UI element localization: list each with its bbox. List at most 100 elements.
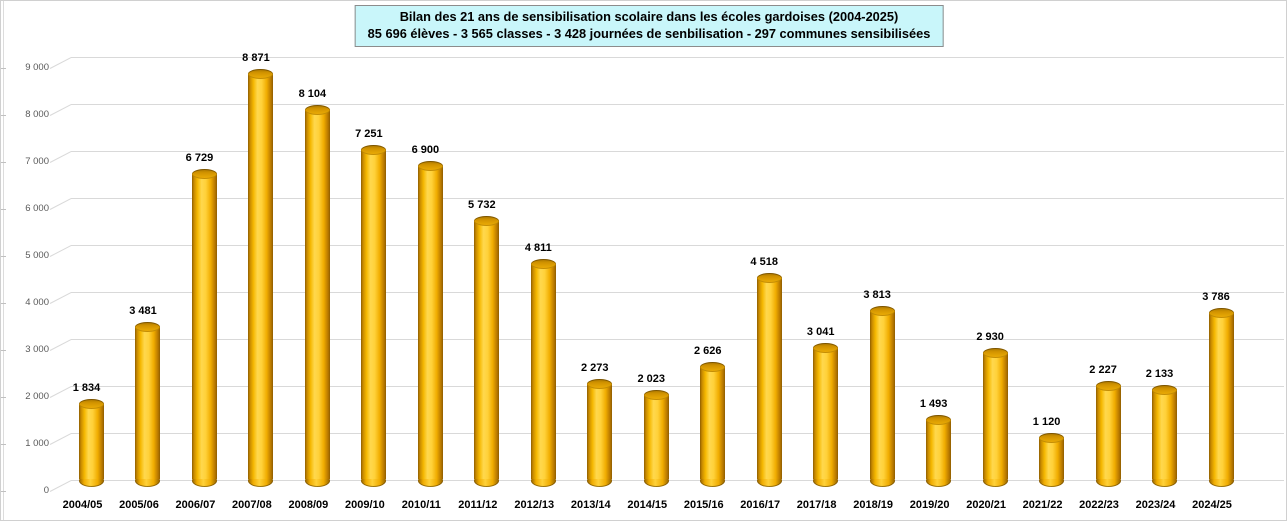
y-axis-tick-label: 2 000: [25, 390, 49, 402]
y-axis-tick-label: 0: [43, 484, 49, 496]
x-axis-category-label: 2004/05: [62, 499, 103, 511]
bar-top-ellipse: [982, 347, 1008, 358]
bar: [1095, 385, 1121, 480]
gridline: [71, 385, 1284, 387]
gridline-diagonal: [49, 338, 72, 351]
bar-top-ellipse: [1152, 385, 1178, 396]
x-axis-category-label: 2015/16: [683, 499, 724, 511]
bar: [135, 326, 161, 480]
bar-value-label: 8 104: [298, 87, 327, 100]
bar-top-ellipse: [700, 362, 726, 373]
bar-top-ellipse: [813, 342, 839, 353]
bar: [869, 311, 895, 480]
bar: [587, 383, 613, 480]
gridline: [71, 291, 1284, 293]
y-axis-tick: [1, 208, 6, 210]
bar: [417, 166, 443, 480]
bar-value-label: 2 273: [581, 361, 609, 374]
y-axis-tick: [1, 490, 6, 492]
y-axis-tick: [1, 255, 6, 257]
bar-top-ellipse: [474, 216, 500, 227]
bar-top-ellipse: [756, 273, 782, 284]
y-axis-tick-label: 7 000: [25, 155, 49, 167]
x-axis-category-label: 2009/10: [344, 499, 385, 511]
y-axis-tick: [1, 67, 6, 69]
bar: [1152, 390, 1178, 480]
bar: [474, 221, 500, 480]
y-axis-tick-label: 1 000: [25, 437, 49, 449]
x-axis-category-label: 2016/17: [740, 499, 781, 511]
bar-value-label: 6 729: [185, 152, 214, 165]
chart-title-line2: 85 696 élèves - 3 565 classes - 3 428 jo…: [367, 25, 931, 41]
bar: [530, 264, 556, 480]
x-axis-category-label: 2012/13: [514, 499, 555, 511]
bar-top-ellipse: [135, 321, 161, 332]
gridline-diagonal: [49, 103, 72, 116]
bar-value-label: 3 041: [806, 325, 835, 338]
bar-top-ellipse: [248, 68, 274, 79]
x-axis-category-label: 2006/07: [175, 499, 216, 511]
bar: [1039, 437, 1065, 480]
bar: [813, 347, 839, 480]
bar-value-label: 3 813: [863, 289, 891, 302]
bar-value-label: 7 251: [355, 127, 383, 140]
gridline: [71, 56, 1284, 58]
gridline-diagonal: [49, 479, 72, 492]
bar-top-ellipse: [1039, 432, 1065, 443]
bar-top-ellipse: [587, 378, 613, 389]
bar: [191, 174, 217, 480]
bar: [700, 367, 726, 480]
bar-top-ellipse: [191, 169, 217, 180]
bar-value-label: 2 133: [1145, 368, 1174, 381]
x-axis-category-label: 2008/09: [288, 499, 329, 511]
y-axis-tick: [1, 161, 6, 163]
bar-top-ellipse: [361, 144, 387, 155]
bar: [304, 109, 330, 480]
bar-value-label: 2 227: [1089, 363, 1117, 376]
bar-top-ellipse: [1095, 380, 1121, 391]
x-axis-category-label: 2010/11: [401, 499, 441, 511]
bar: [643, 395, 669, 480]
y-axis-tick-label: 3 000: [25, 343, 49, 355]
y-axis-tick-label: 4 000: [25, 296, 49, 308]
gridline: [71, 338, 1284, 340]
bar-value-label: 2 930: [976, 330, 1004, 343]
y-axis-tick: [1, 349, 6, 351]
y-axis-tick-label: 8 000: [25, 108, 49, 120]
x-axis-category-label: 2022/23: [1079, 499, 1119, 511]
gridline: [71, 197, 1284, 199]
x-axis-category-label: 2005/06: [119, 499, 159, 511]
x-axis-category-label: 2017/18: [796, 499, 837, 511]
gridline-diagonal: [49, 56, 72, 69]
bar: [756, 278, 782, 480]
x-axis-category-label: 2023/24: [1135, 499, 1176, 511]
gridline-diagonal: [49, 291, 72, 304]
y-axis-tick-label: 5 000: [25, 249, 49, 261]
gridline: [71, 103, 1284, 105]
gridline-diagonal: [49, 150, 72, 163]
gridline: [71, 432, 1284, 434]
bar: [926, 420, 952, 480]
bar-top-ellipse: [643, 390, 669, 401]
x-axis-category-label: 2019/20: [909, 499, 950, 511]
bar-value-label: 4 811: [524, 242, 552, 255]
bar-value-label: 1 834: [72, 382, 101, 395]
y-axis-tick: [1, 396, 6, 398]
y-axis-tick: [1, 114, 6, 116]
y-axis-tick-label: 9 000: [25, 61, 49, 73]
gridline-diagonal: [49, 244, 72, 257]
gridline: [71, 244, 1284, 246]
bar-top-ellipse: [926, 415, 952, 426]
y-axis-tick: [1, 302, 6, 304]
y-axis-tick-label: 6 000: [25, 202, 49, 214]
x-axis-category-label: 2011/12: [458, 499, 498, 511]
x-axis-category-label: 2020/21: [966, 499, 1006, 511]
bar-value-label: 2 626: [693, 345, 722, 358]
x-axis-category-label: 2013/14: [570, 499, 611, 511]
bar: [1208, 312, 1234, 480]
bar: [361, 149, 387, 480]
bar-value-label: 1 493: [919, 398, 948, 411]
bar-top-ellipse: [530, 259, 556, 270]
gridline: [71, 479, 1284, 481]
